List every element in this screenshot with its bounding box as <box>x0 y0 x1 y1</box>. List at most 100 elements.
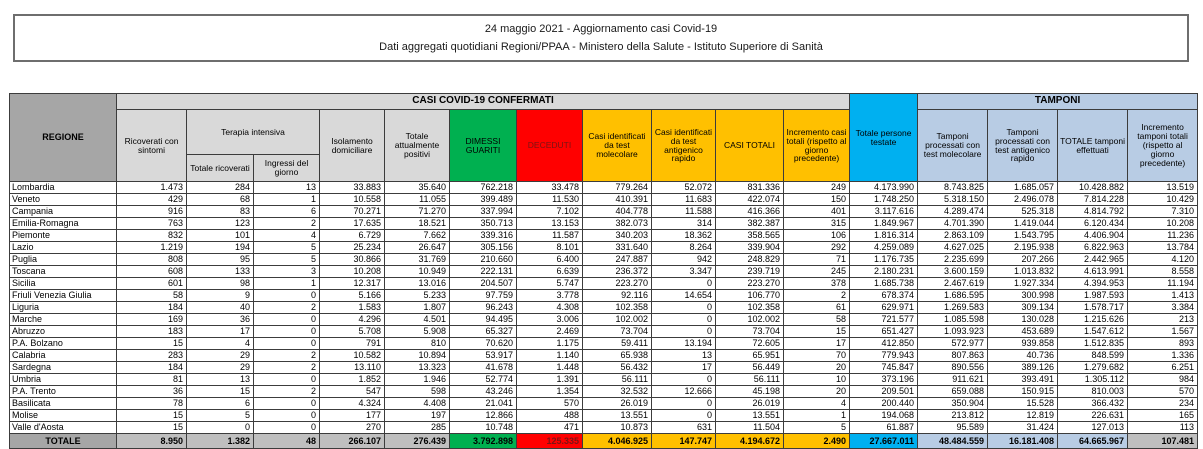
table-cell: 6.400 <box>516 253 583 266</box>
table-cell: 916 <box>116 205 187 218</box>
table-cell: 17 <box>782 337 851 350</box>
table-cell: 0 <box>253 421 320 434</box>
table-cell: 2.863.109 <box>917 229 989 242</box>
header-terapia-intensiva: Terapia intensiva <box>186 109 320 155</box>
table-cell: 3.384 <box>1127 301 1199 314</box>
table-cell: 331.640 <box>582 241 652 254</box>
table-cell: 70 <box>782 349 851 362</box>
table-cell: 4.613.991 <box>1057 265 1129 278</box>
table-row: Calabria 283 29 2 10.582 10.894 53.917 1.140 65.… <box>9 349 1199 362</box>
table-cell: 239.719 <box>715 265 784 278</box>
header-tamponi-banner: TAMPONI <box>917 93 1199 110</box>
table-cell: 0 <box>253 337 320 350</box>
region-name: Basilicata <box>9 397 117 410</box>
table-cell: 10 <box>782 373 851 386</box>
table-cell: 3.600.159 <box>917 265 989 278</box>
table-cell: 6.822.963 <box>1057 241 1129 254</box>
table-cell: 2 <box>253 361 320 374</box>
table-cell: 106 <box>782 229 851 242</box>
table-cell: 598 <box>384 385 450 398</box>
table-cell: 56.111 <box>582 373 652 386</box>
table-cell: 213 <box>1127 313 1199 326</box>
table-cell: 5.747 <box>516 277 583 290</box>
table-cell: 1.175 <box>516 337 583 350</box>
table-cell: 1.473 <box>116 181 187 194</box>
table-cell: 7.310 <box>1127 205 1199 218</box>
region-name: Lombardia <box>9 181 117 194</box>
table-cell: 11.194 <box>1127 277 1199 290</box>
table-cell: 10.894 <box>384 349 450 362</box>
table-cell: 7.814.228 <box>1057 193 1129 206</box>
table-row: Abruzzo 183 17 0 5.708 5.908 65.327 2.469 73.704… <box>9 325 1199 338</box>
table-cell: 70.620 <box>449 337 517 350</box>
table-cell: 848.599 <box>1057 349 1129 362</box>
table-cell: 81 <box>116 373 187 386</box>
table-cell: 1.305.112 <box>1057 373 1129 386</box>
table-cell: 2.496.078 <box>987 193 1059 206</box>
table-cell: 113 <box>1127 421 1199 434</box>
table-cell: 339.316 <box>449 229 517 242</box>
table-cell: 0 <box>186 421 254 434</box>
region-name: Molise <box>9 409 117 422</box>
header-incremento-casi: Incremento casi totali (rispetto al gior… <box>782 109 851 182</box>
table-cell: 197 <box>384 409 450 422</box>
table-cell: 249 <box>782 181 851 194</box>
table-cell: 65.327 <box>449 325 517 338</box>
table-cell: 13.784 <box>1127 241 1199 254</box>
table-cell: 429 <box>116 193 187 206</box>
table-cell: 73.704 <box>582 325 652 338</box>
table-cell: 0 <box>253 325 320 338</box>
table-cell: 10.582 <box>319 349 385 362</box>
table-cell: 61.887 <box>849 421 919 434</box>
table-cell: 95.589 <box>917 421 989 434</box>
table-cell: 4 <box>782 397 851 410</box>
table-cell: 4.406.904 <box>1057 229 1129 242</box>
table-cell: 45.198 <box>715 385 784 398</box>
total-cell: 276.439 <box>384 433 450 449</box>
region-name: Emilia-Romagna <box>9 217 117 230</box>
table-cell: 1.852 <box>319 373 385 386</box>
table-cell: 184 <box>116 361 187 374</box>
table-row: Basilicata 78 6 0 4.324 4.408 21.041 570 26.019 0… <box>9 397 1199 410</box>
table-cell: 1.685.738 <box>849 277 919 290</box>
header-casi-totali: CASI TOTALI <box>715 109 784 182</box>
region-name: Piemonte <box>9 229 117 242</box>
table-cell: 7.102 <box>516 205 583 218</box>
table-cell: 36 <box>186 313 254 326</box>
table-cell: 5 <box>253 241 320 254</box>
table-cell: 358.565 <box>715 229 784 242</box>
table-cell: 78 <box>116 397 187 410</box>
table-cell: 488 <box>516 409 583 422</box>
table-cell: 6 <box>186 397 254 410</box>
table-cell: 13.153 <box>516 217 583 230</box>
table-cell: 13.323 <box>384 361 450 374</box>
table-cell: 13.110 <box>319 361 385 374</box>
header-row-banners: REGIONE CASI COVID-19 CONFERMATI Totale … <box>9 93 1199 182</box>
table-cell: 65.951 <box>715 349 784 362</box>
table-cell: 72.605 <box>715 337 784 350</box>
table-cell: 3.006 <box>516 313 583 326</box>
table-cell: 13.194 <box>651 337 716 350</box>
table-cell: 11.504 <box>715 421 784 434</box>
region-name: Calabria <box>9 349 117 362</box>
table-cell: 1.686.595 <box>917 289 989 302</box>
table-cell: 1.419.044 <box>987 217 1059 230</box>
table-cell: 832 <box>116 229 187 242</box>
table-cell: 58 <box>116 289 187 302</box>
table-cell: 2 <box>253 349 320 362</box>
total-cell: 125.335 <box>516 433 583 449</box>
table-cell: 1.927.334 <box>987 277 1059 290</box>
table-cell: 248.829 <box>715 253 784 266</box>
region-name: Marche <box>9 313 117 326</box>
table-cell: 102.358 <box>582 301 652 314</box>
table-cell: 572.977 <box>917 337 989 350</box>
table-cell: 33.478 <box>516 181 583 194</box>
title-line-2: Dati aggregati quotidiani Regioni/PPAA -… <box>379 41 823 54</box>
table-cell: 150 <box>782 193 851 206</box>
header-deceduti: DECEDUTI <box>516 109 583 182</box>
table-cell: 1 <box>253 277 320 290</box>
table-cell: 31.769 <box>384 253 450 266</box>
table-cell: 35.640 <box>384 181 450 194</box>
table-cell: 94.495 <box>449 313 517 326</box>
region-name: Sardegna <box>9 361 117 374</box>
